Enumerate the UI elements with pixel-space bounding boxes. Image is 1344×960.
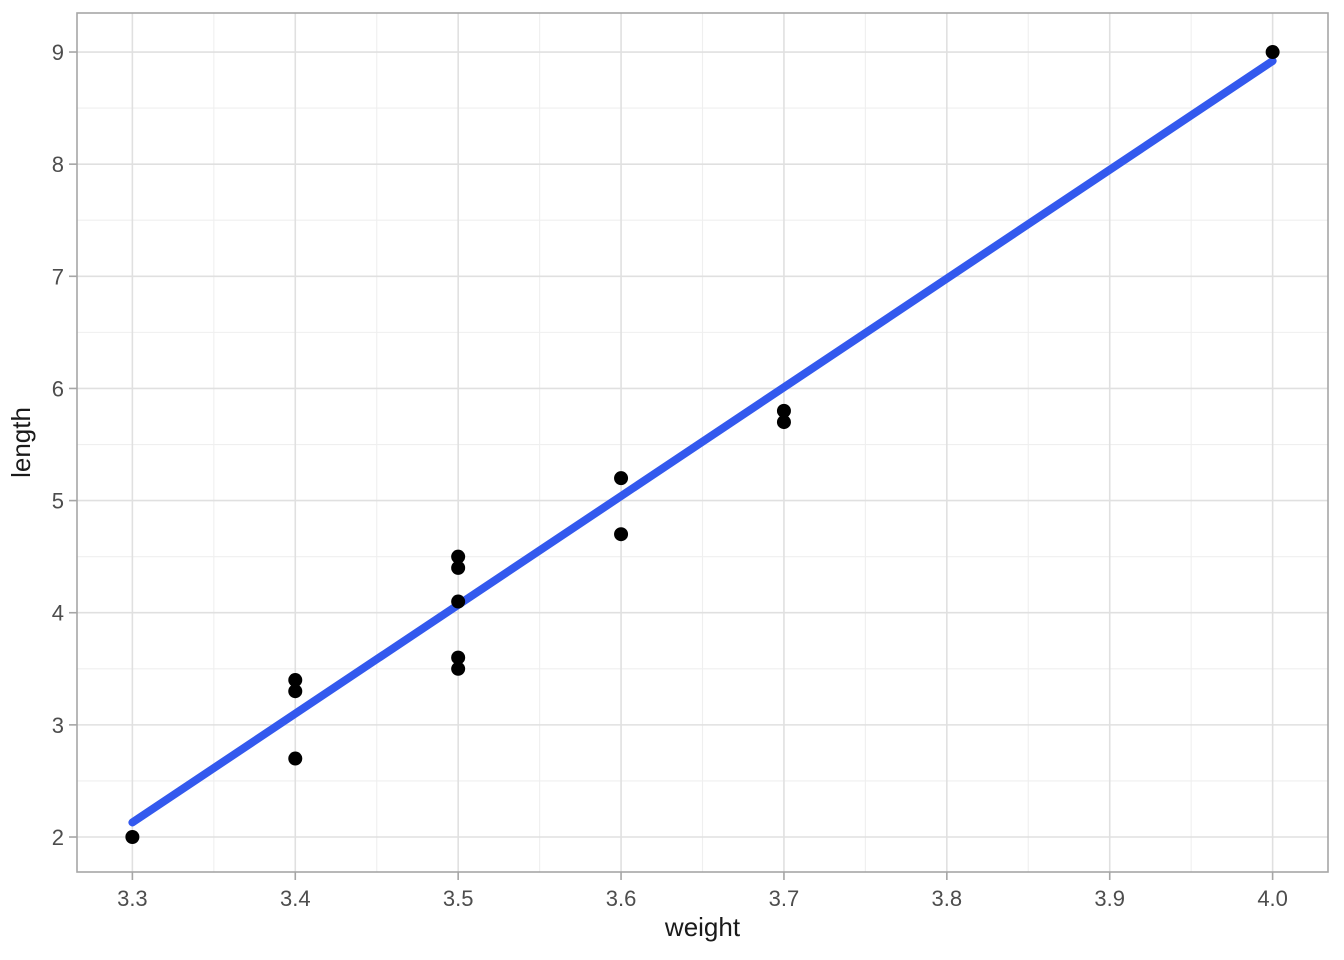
y-tick-label: 3 xyxy=(52,713,64,738)
y-axis-title: length xyxy=(6,407,36,478)
y-tick-label: 7 xyxy=(52,264,64,289)
x-tick-label: 3.7 xyxy=(769,886,800,911)
y-tick-label: 6 xyxy=(52,376,64,401)
y-tick-label: 4 xyxy=(52,601,64,626)
data-point xyxy=(451,594,466,609)
data-point xyxy=(288,673,303,688)
data-point xyxy=(614,527,629,542)
data-point xyxy=(614,471,629,486)
data-point xyxy=(1265,45,1280,60)
y-tick-label: 5 xyxy=(52,489,64,514)
y-tick-label: 9 xyxy=(52,40,64,65)
x-tick-label: 3.3 xyxy=(117,886,148,911)
x-tick-label: 3.4 xyxy=(280,886,311,911)
data-point xyxy=(451,560,466,575)
x-axis-title: weight xyxy=(664,912,741,942)
x-tick-label: 3.6 xyxy=(606,886,637,911)
x-tick-label: 4.0 xyxy=(1257,886,1288,911)
panel-border xyxy=(76,12,1329,873)
data-point xyxy=(776,415,791,430)
y-tick-label: 8 xyxy=(52,152,64,177)
data-point xyxy=(451,650,466,665)
data-point xyxy=(451,661,466,676)
data-point xyxy=(125,830,140,845)
x-tick-label: 3.8 xyxy=(932,886,963,911)
data-point xyxy=(776,403,791,418)
data-point xyxy=(288,684,303,699)
x-tick-label: 3.5 xyxy=(443,886,474,911)
data-point xyxy=(288,751,303,766)
data-point xyxy=(451,549,466,564)
x-tick-label: 3.9 xyxy=(1094,886,1125,911)
regression-line xyxy=(128,56,1277,827)
y-tick-label: 2 xyxy=(52,825,64,850)
